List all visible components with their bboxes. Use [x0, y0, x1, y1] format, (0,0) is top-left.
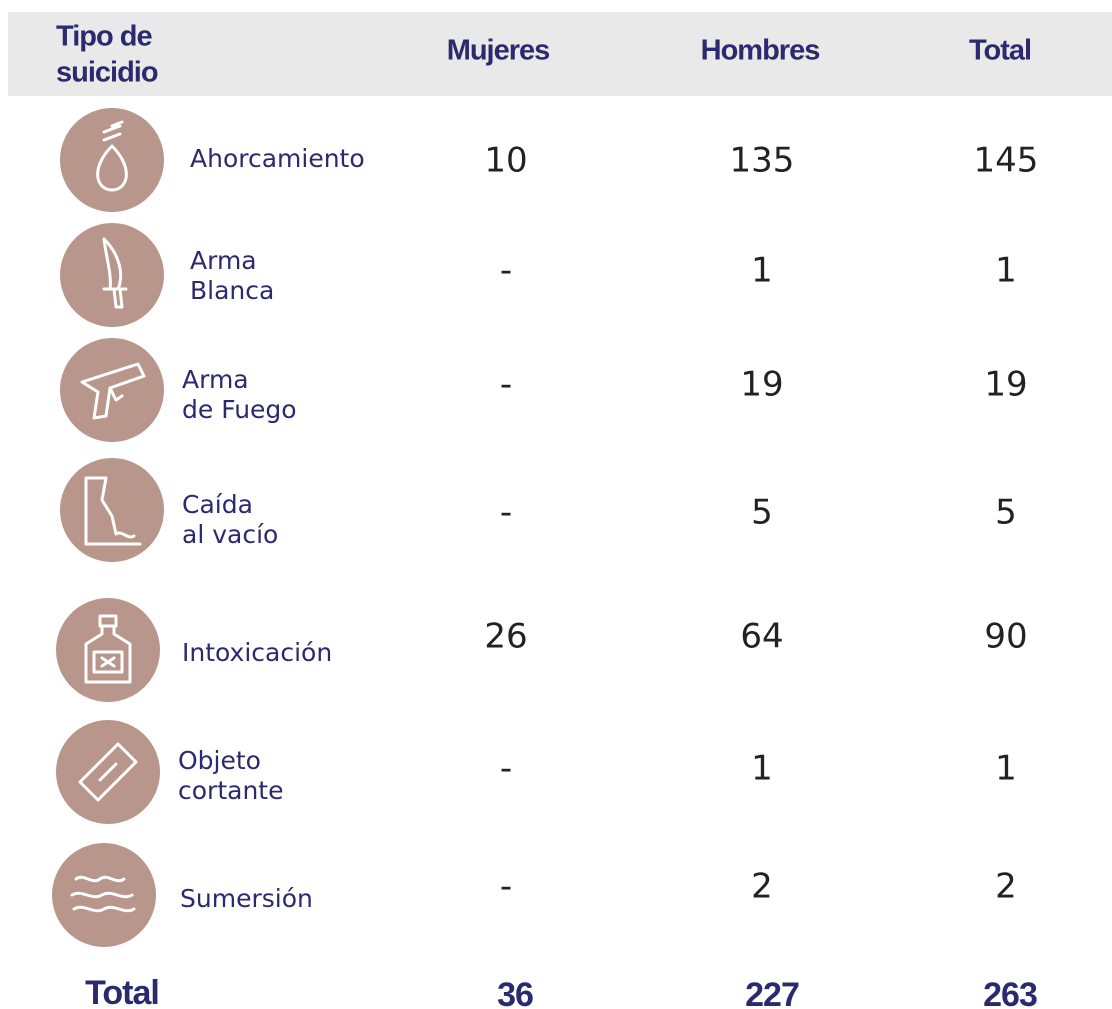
row-label: Arma	[190, 246, 257, 275]
row-icon-bg	[60, 223, 164, 327]
cell-men: 1	[751, 749, 773, 789]
header-band	[8, 12, 1112, 96]
header-men: Hombres	[701, 35, 820, 67]
header-type-line: suicidio	[56, 57, 158, 89]
row-label: Blanca	[190, 276, 274, 305]
row-icon	[80, 362, 146, 420]
row-icon	[84, 476, 142, 546]
row-icon	[84, 614, 132, 684]
row-label: Caída	[182, 490, 253, 519]
totals-label: Total	[85, 974, 159, 1009]
cell-men: 19	[740, 365, 783, 405]
cell-total: 2	[995, 867, 1017, 907]
row-icon	[102, 237, 128, 309]
row-icon	[78, 742, 138, 802]
cell-total: 19	[984, 365, 1027, 405]
row-label: de Fuego	[182, 395, 297, 424]
cell-women: 10	[484, 141, 527, 181]
row-icon-bg	[60, 108, 164, 212]
totals-women: 36	[497, 976, 533, 1009]
totals-total: 263	[983, 976, 1037, 1009]
cell-men: 1	[751, 251, 773, 291]
cell-total: 1	[995, 749, 1017, 789]
row-label: Objeto	[178, 746, 261, 775]
row-icon-bg	[56, 598, 160, 702]
cell-men: 64	[740, 617, 783, 657]
header-total: Total	[969, 35, 1031, 67]
row-label: Sumersión	[180, 884, 313, 913]
cell-total: 5	[995, 493, 1017, 533]
row-label: Ahorcamiento	[190, 144, 365, 173]
row-icon-bg	[60, 458, 164, 562]
cell-men: 135	[730, 141, 795, 181]
cell-men: 5	[751, 493, 773, 533]
row-label: cortante	[178, 776, 283, 805]
row-label: Arma	[182, 365, 249, 394]
cell-total: 1	[995, 251, 1017, 291]
totals-men: 227	[745, 976, 799, 1009]
cell-total: 145	[974, 141, 1039, 181]
cell-women: 26	[484, 617, 527, 657]
header-type-line: Tipo de	[56, 21, 152, 53]
row: Intoxicación 26 64 90	[56, 598, 1028, 702]
row-icon	[96, 120, 128, 192]
cell-women: -	[500, 365, 512, 405]
cell-men: 2	[751, 867, 773, 907]
cell-women: -	[500, 867, 512, 907]
header-women: Mujeres	[447, 35, 550, 67]
cell-women: -	[500, 493, 512, 533]
row: Ahorcamiento 10 135 145	[60, 108, 1038, 212]
row-label: al vacío	[182, 520, 278, 549]
cell-women: -	[500, 749, 512, 789]
row-label: Intoxicación	[182, 638, 332, 667]
cell-women: -	[500, 251, 512, 291]
row-icon	[70, 875, 136, 913]
row: Sumersión - 2 2	[52, 843, 1017, 947]
cell-total: 90	[984, 617, 1027, 657]
